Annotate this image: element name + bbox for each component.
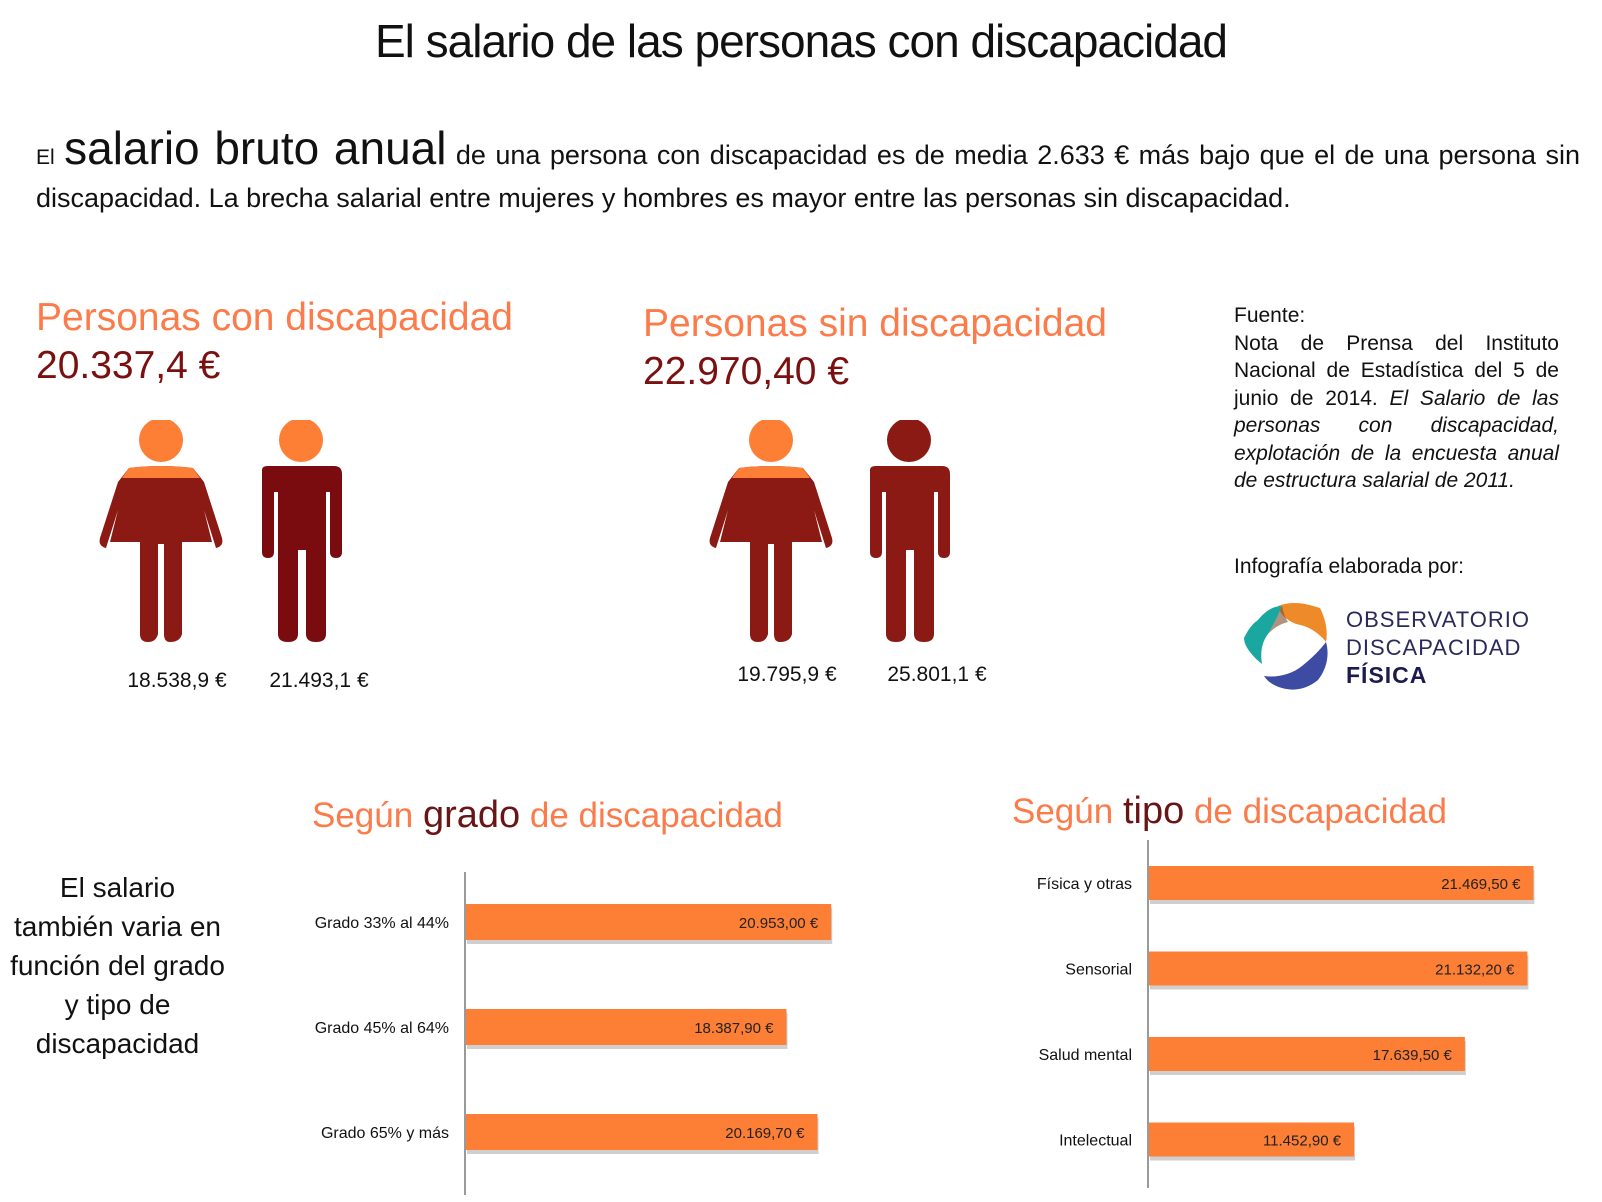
bar-category-label: Sensorial xyxy=(1065,962,1132,979)
group-con-icons xyxy=(90,420,390,670)
group-title-sin: Personas sin discapacidad xyxy=(643,302,1107,346)
chart-tipo-title-part3: de discapacidad xyxy=(1194,792,1447,831)
bar-category-label: Física y otras xyxy=(1037,876,1132,893)
man-icon xyxy=(262,420,342,642)
chart-grado-title: Según grado de discapacidad xyxy=(312,794,783,837)
intro-paragraph: El salario bruto anual de una persona co… xyxy=(36,128,1580,219)
logo-line-1: OBSERVATORIO xyxy=(1346,606,1530,634)
intro-lead-small: El xyxy=(36,146,55,169)
bar-category-label: Grado 45% al 64% xyxy=(315,1020,449,1037)
bar-value-label: 20.169,70 € xyxy=(725,1125,805,1142)
observatorio-logo-icon xyxy=(1238,598,1334,694)
bar-category-label: Intelectual xyxy=(1059,1133,1132,1150)
bar-category-label: Salud mental xyxy=(1039,1047,1132,1064)
chart-tipo-title: Según tipo de discapacidad xyxy=(1012,790,1447,833)
men-salary-sin: 25.801,1 € xyxy=(862,663,1012,687)
chart-grado: Grado 33% al 44% 20.953,00 € Grado 45% al … xyxy=(250,860,850,1200)
group-total-con: 20.337,4 € xyxy=(36,344,220,388)
group-sin-icons xyxy=(700,420,1000,670)
chart-tipo-title-part1: Según xyxy=(1012,792,1113,831)
intro-lead-big: salario bruto anual xyxy=(64,122,446,174)
woman-icon xyxy=(100,420,223,642)
women-salary-sin: 19.795,9 € xyxy=(712,663,862,687)
bar-value-label: 18.387,90 € xyxy=(694,1020,774,1037)
woman-icon xyxy=(710,420,833,642)
bar-value-label: 11.452,90 € xyxy=(1263,1133,1342,1150)
chart-grado-title-part3: de discapacidad xyxy=(530,796,783,835)
chart-tipo: Física y otras 21.469,50 € Sensorial 21.132… xyxy=(990,830,1590,1195)
group-title-con: Personas con discapacidad xyxy=(36,296,513,340)
bar-value-label: 17.639,50 € xyxy=(1373,1047,1453,1064)
chart-tipo-title-part2: tipo xyxy=(1123,790,1184,832)
bar-category-label: Grado 65% y más xyxy=(321,1125,449,1142)
chart-grado-title-part2: grado xyxy=(423,794,520,836)
women-salary-con: 18.538,9 € xyxy=(102,669,252,693)
side-note: El salario también varia en función del … xyxy=(10,868,225,1063)
bar-value-label: 21.132,20 € xyxy=(1435,962,1515,979)
logo-line-3: FÍSICA xyxy=(1346,662,1427,689)
source-label: Fuente: xyxy=(1234,302,1559,330)
bar-category-label: Grado 33% al 44% xyxy=(315,915,449,932)
credit-label: Infografía elaborada por: xyxy=(1234,555,1464,579)
men-salary-con: 21.493,1 € xyxy=(244,669,394,693)
man-icon xyxy=(870,420,950,642)
chart-grado-title-part1: Según xyxy=(312,796,413,835)
bar-value-label: 20.953,00 € xyxy=(739,915,819,932)
logo-line-2: DISCAPACIDAD xyxy=(1346,634,1521,662)
bar-value-label: 21.469,50 € xyxy=(1441,876,1521,893)
page-title: El salario de las personas con discapaci… xyxy=(0,14,1602,68)
group-total-sin: 22.970,40 € xyxy=(643,350,849,394)
source-note: Fuente: Nota de Prensa del Instituto Nac… xyxy=(1234,302,1559,495)
